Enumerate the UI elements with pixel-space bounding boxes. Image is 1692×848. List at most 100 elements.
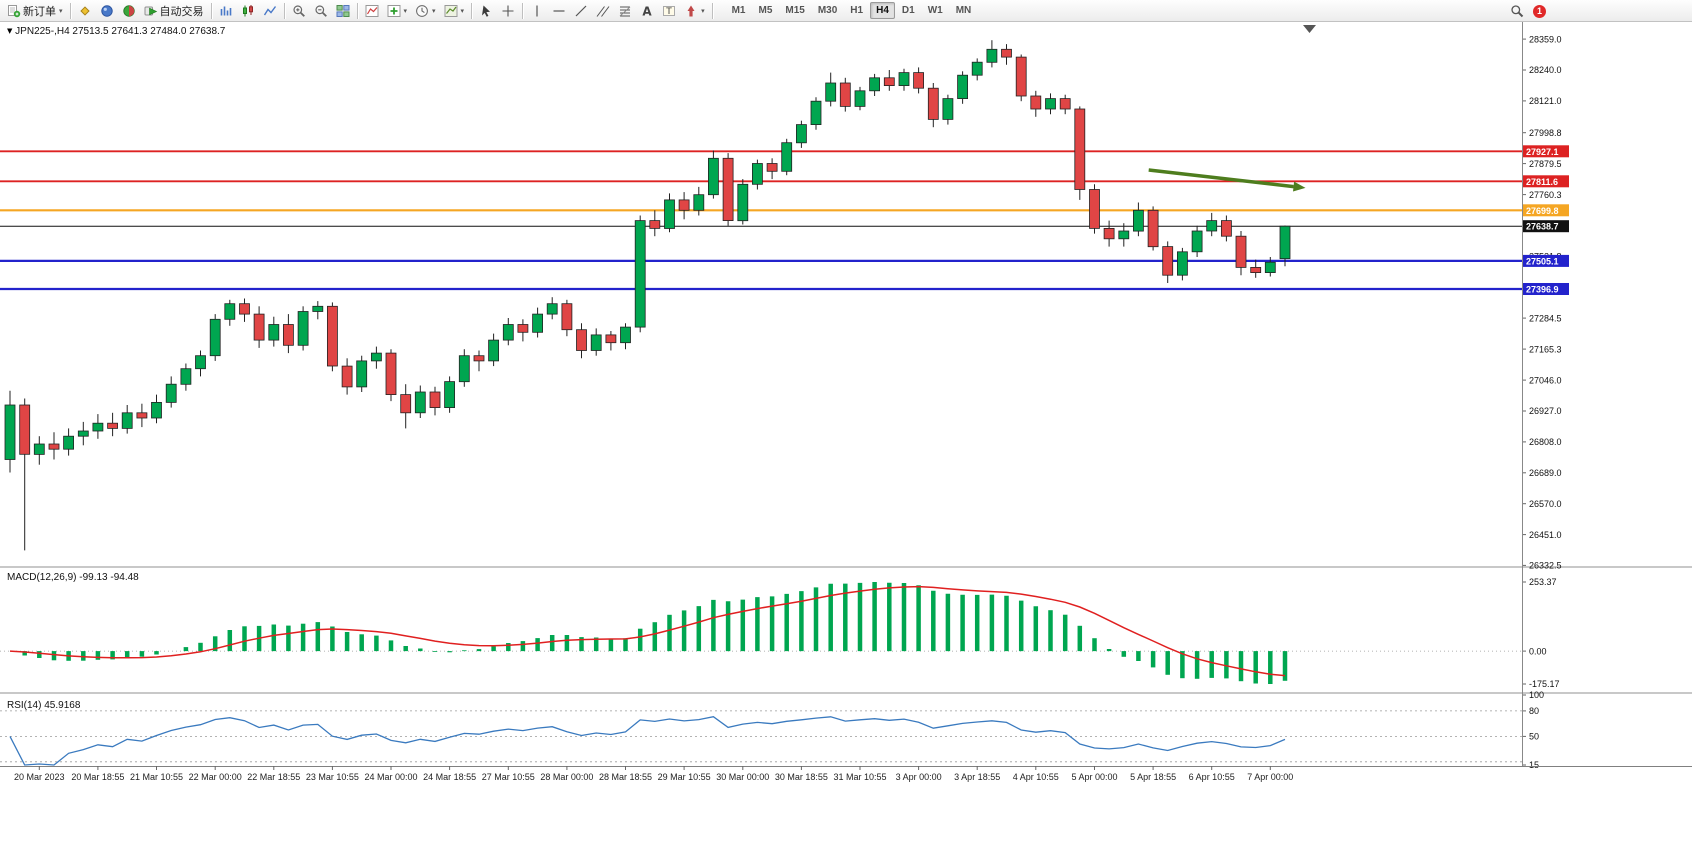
svg-text:A: A — [642, 4, 652, 18]
vertical-line-button[interactable] — [526, 0, 548, 21]
toolbar-separator — [711, 2, 713, 19]
svg-text:0.00: 0.00 — [1529, 646, 1547, 656]
indicators-button[interactable] — [361, 0, 383, 21]
candle-chart-button[interactable] — [237, 0, 259, 21]
svg-text:21 Mar 10:55: 21 Mar 10:55 — [130, 772, 183, 782]
zoom-in-button[interactable] — [288, 0, 310, 21]
svg-text:27396.9: 27396.9 — [1526, 285, 1559, 295]
periods-button[interactable]: ▾ — [411, 0, 440, 21]
svg-text:30 Mar 18:55: 30 Mar 18:55 — [775, 772, 828, 782]
svg-text:7 Apr 00:00: 7 Apr 00:00 — [1247, 772, 1293, 782]
label-button[interactable]: T — [658, 0, 680, 21]
chart-canvas[interactable]: 28359.0 28240.0 28121.0 27998.8 27879.5 27760… — [0, 22, 1692, 848]
toolbar-separator — [471, 2, 473, 19]
svg-text:80: 80 — [1529, 706, 1539, 716]
svg-text:30 Mar 00:00: 30 Mar 00:00 — [716, 772, 769, 782]
panel-splitter[interactable] — [0, 566, 1692, 568]
trend-arrow-annotation[interactable] — [1148, 168, 1306, 192]
svg-text:27927.1: 27927.1 — [1526, 147, 1559, 157]
toolbar-separator — [356, 2, 358, 19]
toolbar-right-group: 1 — [1510, 0, 1546, 22]
chart-area[interactable]: 28359.0 28240.0 28121.0 27998.8 27879.5 27760… — [0, 22, 1692, 848]
timeframe-m30-button[interactable]: M30 — [817, 5, 838, 16]
trendline-button[interactable] — [570, 0, 592, 21]
svg-text:15: 15 — [1529, 760, 1539, 770]
svg-text:29 Mar 10:55: 29 Mar 10:55 — [658, 772, 711, 782]
arrows-button[interactable]: ▾ — [680, 0, 709, 21]
trendline-icon — [574, 4, 588, 18]
svg-text:22 Mar 18:55: 22 Mar 18:55 — [247, 772, 300, 782]
svg-text:20 Mar 18:55: 20 Mar 18:55 — [71, 772, 124, 782]
macd-indicator-label: MACD(12,26,9) -99.13 -94.48 — [7, 572, 139, 583]
svg-text:27760.3: 27760.3 — [1529, 190, 1562, 200]
line-chart-button[interactable] — [259, 0, 281, 21]
svg-text:28121.0: 28121.0 — [1529, 96, 1562, 106]
chart-shift-marker-icon[interactable] — [1303, 25, 1316, 33]
svg-text:26332.5: 26332.5 — [1529, 561, 1562, 571]
chevron-down-icon: ▾ — [460, 6, 465, 15]
chevron-down-icon: ▾ — [432, 6, 436, 15]
text-button[interactable]: A — [636, 0, 658, 21]
svg-text:5 Apr 18:55: 5 Apr 18:55 — [1130, 772, 1176, 782]
svg-text:23 Mar 10:55: 23 Mar 10:55 — [306, 772, 359, 782]
timeframe-group: M1 M5 M15 M30 H1 H4 D1 W1 MN — [726, 2, 978, 19]
search-icon[interactable] — [1510, 4, 1524, 18]
timeframe-mn-button[interactable]: MN — [955, 5, 972, 16]
autotrade-button[interactable]: 自动交易 — [140, 0, 208, 21]
fibonacci-button[interactable] — [614, 0, 636, 21]
navigator-button[interactable] — [118, 0, 140, 21]
svg-text:22 Mar 00:00: 22 Mar 00:00 — [189, 772, 242, 782]
symbol-ohlc-label: ▼ JPN225-,H4 27513.5 27641.3 27484.0 276… — [7, 26, 225, 37]
svg-text:24 Mar 00:00: 24 Mar 00:00 — [364, 772, 417, 782]
market-watch-button[interactable] — [74, 0, 96, 21]
chart-collapse-icon[interactable]: ▼ — [7, 27, 13, 35]
crosshair-button[interactable] — [497, 0, 519, 21]
timeframe-h1-button[interactable]: H1 — [850, 5, 864, 16]
timeframe-m1-button[interactable]: M1 — [731, 5, 746, 16]
svg-text:-175.17: -175.17 — [1529, 679, 1560, 689]
rsi-value: 45.9168 — [44, 700, 81, 711]
timeframe-w1-button[interactable]: W1 — [927, 5, 943, 16]
timeframe-d1-button[interactable]: D1 — [901, 5, 915, 16]
timeframe-h4-button[interactable]: H4 — [870, 2, 895, 19]
rsi-panel: 100 80 50 15 — [0, 690, 1544, 770]
svg-text:24 Mar 18:55: 24 Mar 18:55 — [423, 772, 476, 782]
data-window-button[interactable] — [96, 0, 118, 21]
notifications-badge[interactable]: 1 — [1533, 4, 1546, 18]
svg-text:26570.0: 26570.0 — [1529, 499, 1562, 509]
svg-text:27879.5: 27879.5 — [1529, 159, 1562, 169]
toolbar: 新订单 ▾ 自动交易 ▾ ▾ ▾ A T ▾ M1 M5 M15 M30 H1 H4 D1 W1 MN 1 — [0, 0, 1692, 22]
zoom-in-icon — [292, 4, 306, 18]
svg-text:T: T — [665, 7, 672, 17]
crosshair-icon — [501, 4, 515, 18]
cursor-button[interactable] — [475, 0, 497, 21]
bar-chart-icon — [219, 4, 233, 18]
horizontal-line-button[interactable] — [548, 0, 570, 21]
svg-text:26451.0: 26451.0 — [1529, 530, 1562, 540]
svg-text:27165.3: 27165.3 — [1529, 344, 1562, 354]
new-order-icon — [7, 4, 21, 18]
svg-text:26689.0: 26689.0 — [1529, 468, 1562, 478]
svg-text:4 Apr 10:55: 4 Apr 10:55 — [1013, 772, 1059, 782]
add-indicator-button[interactable]: ▾ — [383, 0, 412, 21]
zoom-out-button[interactable] — [310, 0, 332, 21]
svg-text:20 Mar 2023: 20 Mar 2023 — [14, 772, 65, 782]
rsi-indicator-label: RSI(14) 45.9168 — [7, 700, 80, 711]
templates-button[interactable]: ▾ — [440, 0, 469, 21]
bar-chart-button[interactable] — [215, 0, 237, 21]
svg-text:253.37: 253.37 — [1529, 577, 1557, 587]
panel-splitter[interactable] — [0, 692, 1692, 694]
indicators-icon — [365, 4, 379, 18]
timeframe-m5-button[interactable]: M5 — [758, 5, 773, 16]
timeframe-m15-button[interactable]: M15 — [785, 5, 805, 16]
autotrade-icon — [144, 4, 158, 18]
time-axis[interactable]: 20 Mar 2023 20 Mar 18:55 21 Mar 10:55 22 Ma… — [0, 766, 1692, 782]
svg-text:27811.6: 27811.6 — [1526, 177, 1558, 187]
macd-values: -99.13 -94.48 — [79, 572, 139, 583]
channel-button[interactable] — [592, 0, 614, 21]
rsi-name: RSI(14) — [7, 700, 42, 711]
new-order-button[interactable]: 新订单 ▾ — [3, 0, 67, 21]
text-icon: A — [640, 4, 654, 18]
zoom-out-icon — [314, 4, 328, 18]
tile-windows-button[interactable] — [332, 0, 354, 21]
